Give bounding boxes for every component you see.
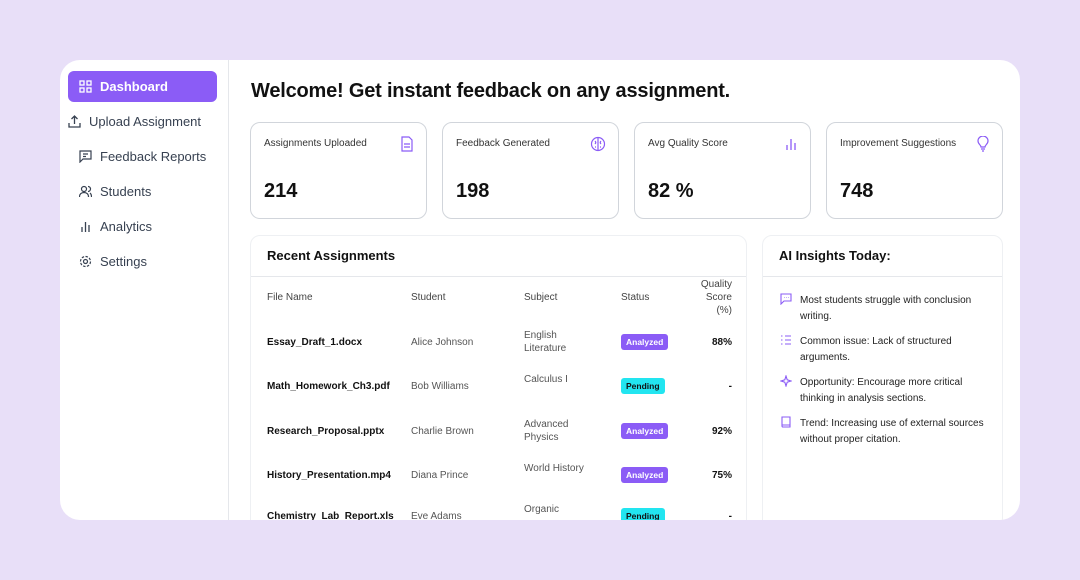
student-name: Alice Johnson	[411, 337, 474, 348]
panel-title: Recent Assignments	[267, 248, 396, 263]
card-icon	[590, 136, 606, 152]
stat-card: Avg Quality Score 82 %	[634, 122, 811, 219]
nav-label: Students	[100, 184, 152, 199]
status-badge: Analyzed	[621, 423, 669, 439]
quality-score: 88%	[711, 337, 732, 348]
insight-text: Common issue: Lack of structured argumen…	[800, 336, 952, 363]
subject: Calculus I	[524, 374, 568, 385]
nav-item[interactable]: Analytics	[68, 211, 217, 242]
nav-label: Analytics	[100, 219, 153, 234]
subject: World History	[524, 463, 584, 474]
status-badge: Analyzed	[621, 467, 669, 483]
quality-score: -	[728, 381, 732, 392]
recent-assignments-panel: Recent Assignments File Name Student Sub…	[250, 235, 747, 520]
nav-item[interactable]: Students	[68, 176, 217, 207]
status-badge: Analyzed	[621, 334, 669, 350]
student-name: Eve Adams	[411, 511, 462, 520]
nav-label: Settings	[100, 254, 147, 269]
insight-text: Trend: Increasing use of external source…	[800, 418, 984, 445]
student-name: Bob Williams	[411, 381, 469, 392]
column-header: Student	[411, 292, 446, 303]
insight-icon	[781, 416, 791, 428]
insight-icon	[780, 375, 792, 387]
nav-item[interactable]: Dashboard	[68, 71, 217, 102]
card-value: 82 %	[648, 180, 694, 202]
insight-text: Most students struggle with conclusion w…	[800, 295, 972, 322]
nav-label: Dashboard	[100, 79, 168, 94]
card-label: Avg Quality Score	[648, 138, 728, 149]
nav-item[interactable]: Settings	[68, 246, 217, 277]
column-header: Status	[621, 292, 650, 303]
panel-title: AI Insights Today:	[779, 248, 891, 263]
subject: Advanced Physics	[524, 419, 569, 443]
card-icon	[401, 136, 413, 152]
quality-score: -	[728, 511, 732, 520]
app-window: Dashboard Upload Assignment Feedback Rep…	[60, 60, 1020, 520]
file-name: Chemistry_Lab_Report.xls	[267, 511, 394, 520]
card-label: Assignments Uploaded	[264, 138, 367, 149]
insight-icon	[781, 335, 791, 345]
nav-item[interactable]: Upload Assignment	[60, 106, 209, 137]
file-name: Essay_Draft_1.docx	[267, 337, 363, 348]
sidebar: Dashboard Upload Assignment Feedback Rep…	[60, 60, 229, 520]
nav-item[interactable]: Feedback Reports	[68, 141, 217, 172]
card-value: 748	[840, 180, 874, 202]
stat-card: Assignments Uploaded 214	[250, 122, 427, 219]
card-icon	[977, 136, 989, 152]
insight-icon	[780, 293, 792, 305]
page-title: Welcome! Get instant feedback on any ass…	[251, 80, 731, 102]
card-label: Feedback Generated	[456, 138, 550, 149]
column-header: Subject	[524, 292, 558, 303]
ai-insights-panel: AI Insights Today: Most students struggl…	[762, 235, 1003, 520]
stat-card: Feedback Generated 198	[442, 122, 619, 219]
file-name: Research_Proposal.pptx	[267, 426, 385, 437]
student-name: Diana Prince	[411, 470, 469, 481]
divider	[251, 276, 746, 277]
student-name: Charlie Brown	[411, 426, 474, 437]
column-header: Quality Score (%)	[700, 279, 732, 316]
card-icon	[786, 139, 796, 150]
quality-score: 75%	[711, 470, 732, 481]
subject: Organic	[524, 504, 560, 515]
card-value: 198	[456, 180, 490, 202]
status-badge: Pending	[621, 508, 665, 520]
quality-score: 92%	[711, 426, 732, 437]
divider	[763, 276, 1002, 277]
file-name: History_Presentation.mp4	[267, 470, 391, 481]
nav-label: Upload Assignment	[89, 114, 202, 129]
column-header: File Name	[267, 292, 313, 303]
subject: English Literature	[524, 330, 567, 354]
insight-text: Opportunity: Encourage more critical thi…	[800, 377, 963, 404]
file-name: Math_Homework_Ch3.pdf	[267, 381, 390, 392]
status-badge: Pending	[621, 378, 665, 394]
nav-label: Feedback Reports	[100, 149, 207, 164]
card-label: Improvement Suggestions	[840, 138, 957, 149]
card-value: 214	[264, 180, 298, 202]
stat-card: Improvement Suggestions 748	[826, 122, 1003, 219]
